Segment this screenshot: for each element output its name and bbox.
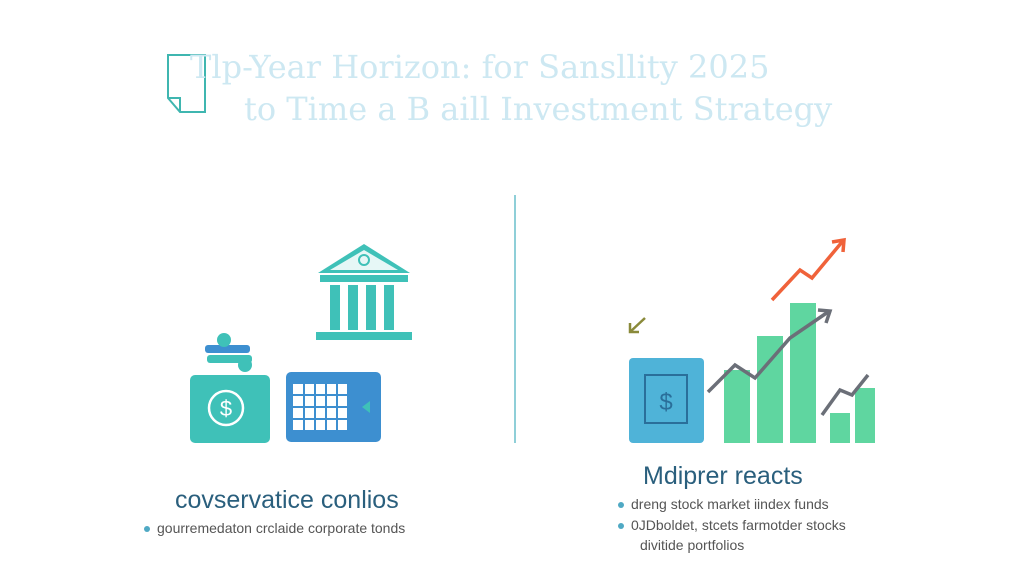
title-line-1: Tlp-Year Horizon: for Sansllity 2025 (190, 48, 770, 86)
bullet-text: gourremedaton crclaide corporate tonds (157, 520, 406, 536)
right-bullet-continuation: divitide portfolios (640, 537, 745, 553)
bar-chart-icon (724, 303, 875, 443)
bullet-text: 0JDboldet, stcets farmotder stocks (631, 517, 846, 533)
bullet-dot (144, 526, 150, 533)
dollar-card-icon: $ (629, 358, 704, 443)
coin-stack-icon (205, 333, 252, 372)
right-bullet: dreng stock market iindex funds (618, 496, 829, 512)
left-heading: covservatice conlios (175, 486, 399, 514)
document-icon (167, 54, 206, 113)
left-bullet: gourremedaton crclaide corporate tonds (144, 520, 405, 536)
title-line-2: to Time a B aill Investment Strategy (244, 90, 833, 128)
right-heading: Mdiprer reacts (643, 462, 803, 490)
svg-text:$: $ (220, 396, 232, 421)
dollar-wallet-icon: $ (190, 375, 270, 443)
svg-text:$: $ (659, 389, 672, 416)
trend-arrow-icon (706, 237, 870, 417)
page-title: Tlp-Year Horizon: for Sansllity 2025 to … (190, 46, 832, 130)
small-arrow-icon (628, 317, 646, 334)
bank-icon (316, 244, 412, 340)
column-divider (514, 195, 516, 443)
bullet-dot (618, 523, 624, 530)
bullet-text: dreng stock market iindex funds (631, 496, 829, 512)
bullet-dot (618, 502, 624, 509)
right-bullet: 0JDboldet, stcets farmotder stocks (618, 517, 846, 533)
calculator-icon (286, 372, 381, 442)
